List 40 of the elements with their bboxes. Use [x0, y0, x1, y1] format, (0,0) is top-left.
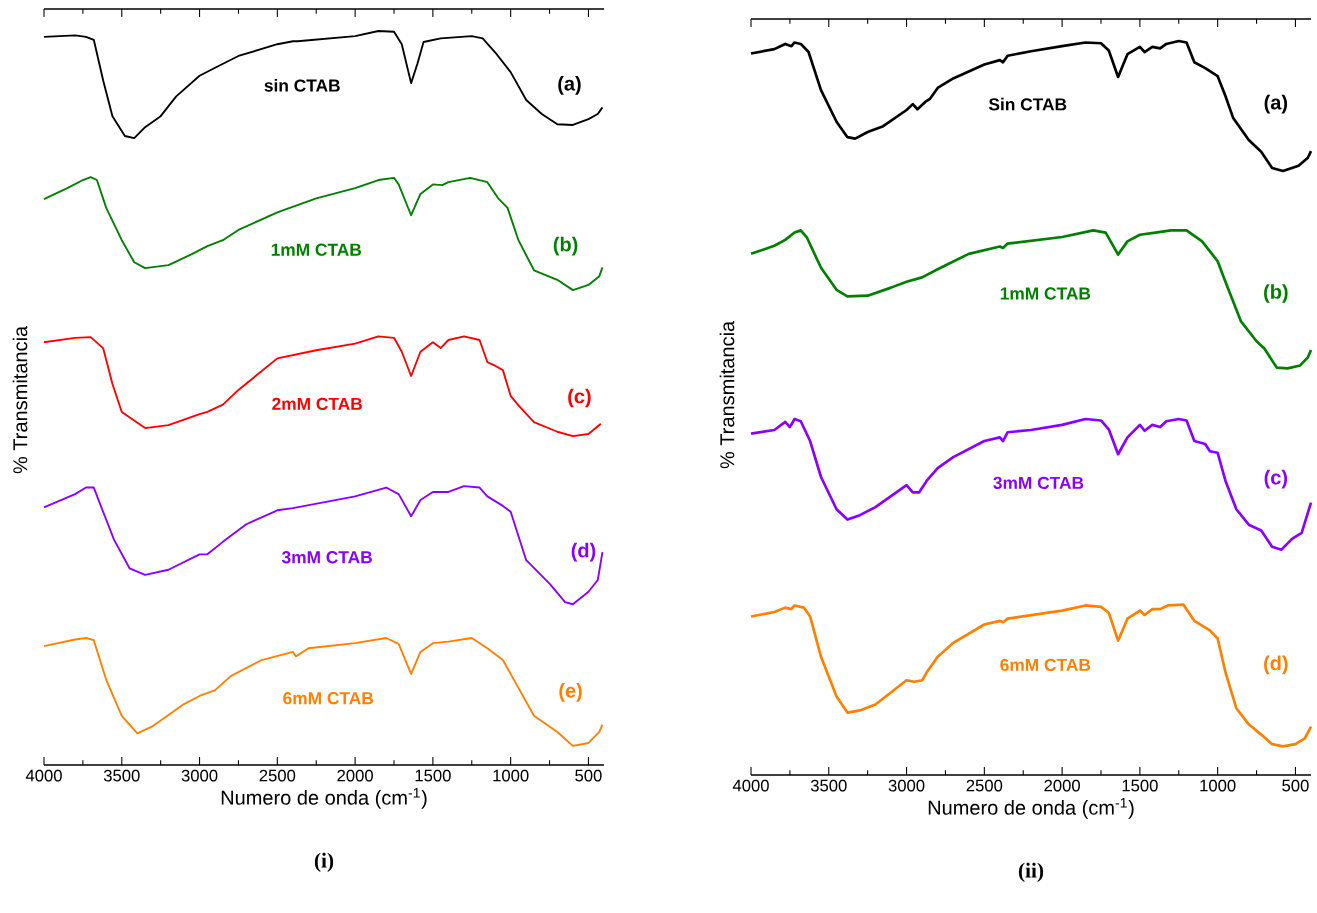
series-label: 1mM CTAB	[271, 243, 362, 256]
annotation: (e)	[559, 683, 582, 702]
annotation: (d)	[1264, 655, 1288, 675]
x-tick-label: 500	[575, 769, 602, 782]
x-tick-label: 1000	[1200, 779, 1236, 792]
text: (i)	[314, 852, 334, 872]
x-tick-label: 500	[1282, 779, 1309, 792]
y-axis-title: % Transmitancia	[12, 325, 28, 474]
annotation: (c)	[568, 388, 591, 408]
text: 1mM CTAB	[1000, 287, 1091, 300]
series-label: Sin CTAB	[988, 97, 1067, 111]
x-tick-label: 1500	[1122, 779, 1158, 792]
annotation: (b)	[553, 236, 578, 256]
annotation: (a)	[558, 76, 581, 95]
x-tick-label: 4000	[25, 769, 62, 782]
annotation: (c)	[1264, 469, 1288, 489]
series-label: 2mM CTAB	[272, 397, 362, 410]
x-tick-label: 1000	[493, 769, 529, 782]
text: 6mM CTAB	[283, 692, 373, 705]
x-tick-label: 3000	[888, 779, 925, 792]
x-tick-label: 2500	[259, 769, 296, 782]
x-tick-label: 3500	[103, 769, 140, 782]
x-tick-label: 2500	[966, 779, 1003, 792]
x-tick-label: 2000	[337, 769, 373, 782]
x-tick-label: 4000	[732, 779, 769, 792]
text: (ii)	[1018, 862, 1044, 882]
series-label: sin CTAB	[264, 78, 340, 92]
x-axis-title: Numero de onda (cm$^{-1}$)	[221, 788, 427, 809]
annotation: (a)	[1264, 94, 1288, 114]
x-tick-label: 2000	[1044, 779, 1080, 792]
text: 3mM CTAB	[281, 551, 372, 564]
x-axis-title: Numero de onda (cm$^{-1}$)	[928, 798, 1134, 819]
text: 3mM CTAB	[993, 476, 1084, 489]
y-axis-title: % Transmitancia	[719, 320, 735, 469]
x-tick-label: 3500	[810, 779, 847, 792]
annotation: (d)	[571, 542, 596, 562]
x-tick-label: 1500	[415, 769, 451, 782]
x-tick-label: 3000	[181, 769, 218, 782]
annotation: (b)	[1264, 284, 1288, 303]
series-label: 6mM CTAB	[1000, 658, 1091, 672]
